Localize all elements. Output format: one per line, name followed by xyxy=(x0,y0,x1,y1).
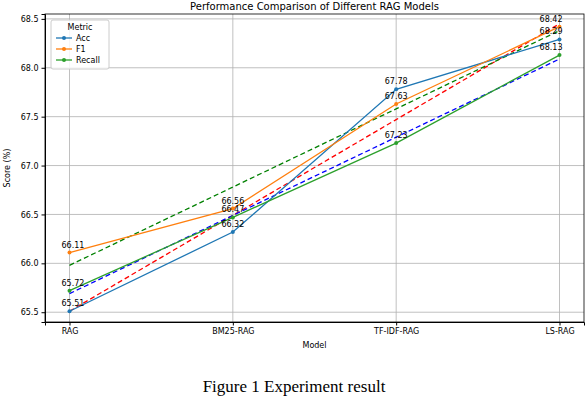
x-tick: BM25-RAG xyxy=(212,322,254,336)
y-tick-label: 66.0 xyxy=(21,259,39,268)
data-label: 67.23 xyxy=(385,131,408,140)
legend-label: Acc xyxy=(76,34,90,43)
y-axis-title: Score (%) xyxy=(3,149,12,188)
grid-line xyxy=(45,18,584,19)
y-tick: 67.0 xyxy=(21,162,45,171)
y-tick: 66.0 xyxy=(21,259,45,268)
data-label: 67.63 xyxy=(385,92,408,101)
y-tick-label: 65.5 xyxy=(21,308,39,317)
y-tick-label: 68.0 xyxy=(21,64,39,73)
series-line xyxy=(70,39,560,311)
data-label: 66.47 xyxy=(221,205,244,214)
data-label: 66.32 xyxy=(221,220,244,229)
marker xyxy=(68,289,72,293)
y-tick: 66.5 xyxy=(21,211,45,220)
x-tick-mark xyxy=(70,322,71,326)
x-tick-mark xyxy=(233,322,234,326)
marker xyxy=(68,251,72,255)
grid-line xyxy=(396,14,397,322)
marker xyxy=(231,215,235,219)
grid-line xyxy=(45,116,584,117)
data-label: 67.78 xyxy=(385,77,408,86)
y-tick-mark xyxy=(42,117,46,118)
x-axis-line xyxy=(46,323,585,326)
y-tick-mark xyxy=(42,68,46,69)
marker xyxy=(558,53,562,57)
marker xyxy=(558,37,562,41)
plot-area: RAGBM25-RAGTF-IDF-RAGLS-RAG65.566.066.56… xyxy=(21,14,585,336)
y-tick: 68.5 xyxy=(21,15,45,24)
legend-label: Recall xyxy=(76,56,100,65)
x-tick-label: LS-RAG xyxy=(545,327,574,336)
trend-line xyxy=(70,24,560,311)
y-tick-label: 67.0 xyxy=(21,162,39,171)
grid-line xyxy=(45,67,584,68)
y-tick-mark xyxy=(42,312,46,313)
grid-line xyxy=(232,14,233,322)
y-tick: 67.5 xyxy=(21,113,45,122)
legend-marker xyxy=(62,47,66,51)
x-tick-mark xyxy=(396,322,397,326)
grid-line xyxy=(45,263,584,264)
series-line xyxy=(70,55,560,291)
legend-box xyxy=(51,20,109,69)
x-tick: TF-IDF-RAG xyxy=(373,322,419,336)
data-label: 68.42 xyxy=(540,15,563,24)
y-tick-label: 66.5 xyxy=(21,211,39,220)
data-label: 65.51 xyxy=(62,299,85,308)
data-label: 68.29 xyxy=(540,27,563,36)
marks xyxy=(68,24,562,313)
x-tick-label: TF-IDF-RAG xyxy=(373,327,419,336)
marker xyxy=(68,309,72,313)
chart: RAGBM25-RAGTF-IDF-RAGLS-RAG65.566.066.56… xyxy=(0,0,588,404)
grid-line xyxy=(45,214,584,215)
marker xyxy=(394,141,398,145)
data-label: 68.13 xyxy=(540,43,563,52)
series-line xyxy=(70,27,560,253)
y-tick: 65.5 xyxy=(21,308,45,317)
grid-line xyxy=(45,165,584,166)
x-axis-title: Model xyxy=(302,341,326,350)
x-tick-label: BM25-RAG xyxy=(212,327,254,336)
grid xyxy=(45,14,584,322)
data-label: 66.56 xyxy=(221,197,244,206)
y-tick-mark xyxy=(42,19,46,20)
x-tick: LS-RAG xyxy=(545,322,574,336)
plot-frame xyxy=(45,14,584,322)
grid-line xyxy=(559,14,560,322)
caption: Figure 1 Experiment result xyxy=(203,377,386,396)
legend: Metric Acc F1 Recall xyxy=(51,20,109,69)
legend-label: F1 xyxy=(76,45,86,54)
grid-line xyxy=(45,312,584,313)
legend-marker xyxy=(62,58,66,62)
data-label: 65.72 xyxy=(62,279,85,288)
marker xyxy=(394,87,398,91)
y-axis: 65.5 66.0 66.5 67.0 67.5 68.0 68.5 xyxy=(21,15,46,323)
data-labels: 65.51 66.32 67.78 68.29 66.11 66.56 67.63 68.42… xyxy=(62,15,563,309)
legend-title: Metric xyxy=(68,23,93,32)
marker xyxy=(394,102,398,106)
chart-title: Performance Comparison of Different RAG … xyxy=(190,1,439,12)
data-label: 66.11 xyxy=(62,241,85,250)
x-tick-mark xyxy=(560,322,561,326)
y-tick-mark xyxy=(42,166,46,167)
y-tick-label: 67.5 xyxy=(21,113,39,122)
y-tick: 68.0 xyxy=(21,64,45,73)
trend-line xyxy=(70,31,560,266)
y-tick-mark xyxy=(42,263,46,264)
y-tick-mark xyxy=(42,214,46,215)
marker xyxy=(231,230,235,234)
x-tick-label: RAG xyxy=(62,327,79,336)
y-tick-label: 68.5 xyxy=(21,15,39,24)
x-axis: RAG BM25-RAG TF-IDF-RAG LS-RAG xyxy=(46,322,585,336)
x-tick: RAG xyxy=(62,322,79,336)
legend-marker xyxy=(62,36,66,40)
